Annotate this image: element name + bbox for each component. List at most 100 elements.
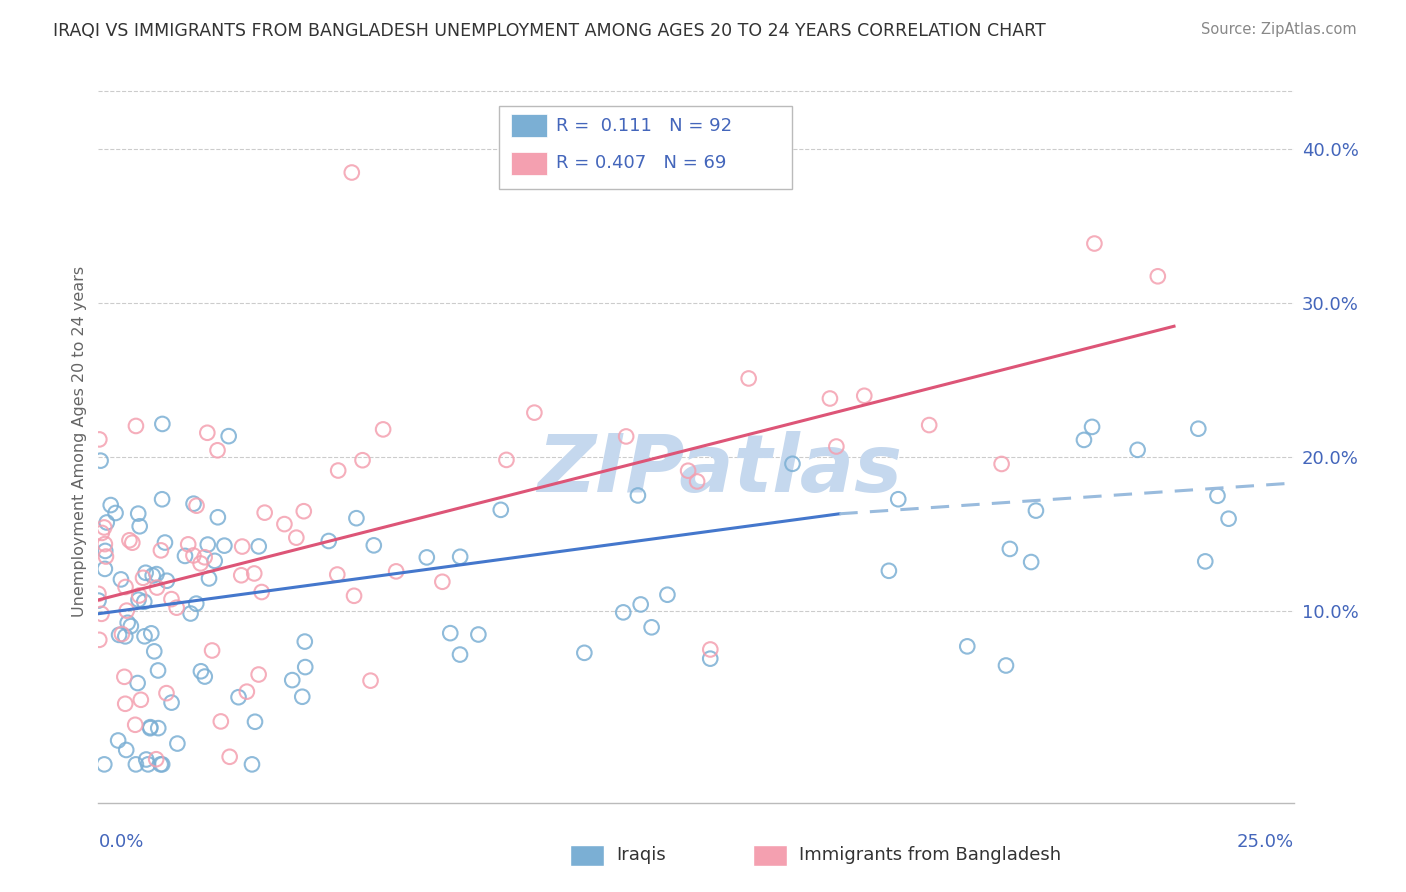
Point [128, 519, 150, 533]
Point [128, 589, 150, 603]
Point [129, 693, 152, 707]
Point [89, 433, 111, 447]
Point [640, 620, 662, 634]
Point [574, 646, 596, 660]
Point [699, 651, 721, 665]
Point [117, 615, 139, 630]
Point [143, 644, 166, 658]
Point [340, 165, 363, 179]
Text: R = 0.407   N = 69: R = 0.407 N = 69 [557, 154, 727, 172]
Point [94, 549, 117, 564]
Point [285, 531, 308, 545]
Point [343, 589, 366, 603]
Point [363, 538, 385, 552]
Point [956, 640, 979, 654]
Point [467, 627, 489, 641]
Point [194, 669, 217, 683]
Point [818, 392, 841, 406]
Point [523, 406, 546, 420]
Point [146, 581, 169, 595]
Point [160, 592, 183, 607]
Point [281, 673, 304, 687]
Point [201, 643, 224, 657]
Point [326, 567, 349, 582]
Point [115, 604, 138, 618]
Point [127, 676, 149, 690]
Point [93, 520, 115, 534]
Point [190, 557, 212, 571]
Point [112, 670, 135, 684]
Point [190, 665, 212, 679]
Point [699, 642, 721, 657]
Point [416, 550, 439, 565]
Point [96, 516, 118, 530]
Point [145, 752, 167, 766]
Point [676, 464, 699, 478]
Point [627, 488, 650, 502]
FancyBboxPatch shape [510, 114, 547, 137]
Point [273, 517, 295, 532]
Point [1083, 236, 1105, 251]
Point [247, 667, 270, 681]
Point [120, 619, 142, 633]
Point [686, 475, 709, 489]
Point [115, 743, 138, 757]
Point [156, 574, 179, 588]
FancyBboxPatch shape [499, 105, 792, 189]
Point [136, 757, 159, 772]
Point [360, 673, 382, 688]
Point [145, 567, 167, 582]
Point [135, 566, 157, 580]
Point [132, 571, 155, 585]
Point [150, 492, 173, 507]
Point [135, 752, 157, 766]
Point [231, 568, 253, 582]
Point [90, 525, 112, 540]
Point [149, 757, 172, 772]
Text: Iraqis: Iraqis [616, 846, 665, 863]
Point [89, 632, 111, 647]
Point [612, 606, 634, 620]
Point [1073, 433, 1095, 447]
Text: ZIPatlas: ZIPatlas [537, 432, 903, 509]
Point [207, 510, 229, 524]
Point [495, 453, 517, 467]
Point [918, 418, 941, 433]
Point [107, 733, 129, 747]
Text: 25.0%: 25.0% [1236, 833, 1294, 851]
Point [160, 696, 183, 710]
Point [90, 453, 112, 467]
Point [121, 535, 143, 549]
Point [142, 568, 165, 582]
Point [994, 658, 1017, 673]
Point [125, 419, 148, 434]
Point [183, 497, 205, 511]
Point [148, 721, 170, 735]
Point [228, 690, 250, 705]
Point [1206, 489, 1229, 503]
Point [371, 422, 394, 436]
Point [150, 417, 173, 431]
Point [657, 588, 679, 602]
Point [1194, 554, 1216, 568]
Text: IRAQI VS IMMIGRANTS FROM BANGLADESH UNEMPLOYMENT AMONG AGES 20 TO 24 YEARS CORRE: IRAQI VS IMMIGRANTS FROM BANGLADESH UNEM… [53, 22, 1046, 40]
Point [127, 507, 149, 521]
Point [352, 453, 374, 467]
Point [1146, 269, 1168, 284]
Point [197, 537, 219, 551]
FancyBboxPatch shape [510, 152, 547, 175]
Point [243, 714, 266, 729]
Point [124, 718, 146, 732]
Text: 0.0%: 0.0% [98, 833, 143, 851]
Point [253, 506, 276, 520]
Point [294, 660, 316, 674]
Point [853, 389, 876, 403]
Point [1025, 503, 1047, 517]
Point [166, 737, 188, 751]
Point [87, 587, 110, 601]
Point [204, 554, 226, 568]
Point [150, 757, 173, 772]
Point [247, 540, 270, 554]
Point [737, 371, 759, 385]
Point [141, 626, 163, 640]
